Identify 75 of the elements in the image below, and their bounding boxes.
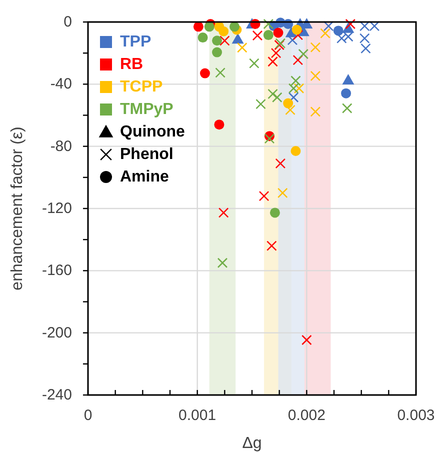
point [268, 56, 278, 67]
point [218, 26, 229, 36]
point [292, 54, 304, 66]
point [336, 33, 347, 44]
point [345, 18, 356, 30]
point [369, 20, 380, 32]
point [288, 92, 299, 103]
annotation: Phenol [120, 146, 174, 163]
point [252, 30, 263, 41]
point [230, 22, 240, 32]
point [302, 334, 312, 346]
y-tick-label: 0 [64, 14, 72, 30]
point [310, 70, 321, 82]
point [290, 146, 301, 156]
point [287, 34, 298, 46]
point [292, 30, 304, 40]
x-axis-title: Δg [242, 435, 262, 452]
point [333, 26, 344, 36]
annotation: TPP [120, 34, 152, 50]
y-tick-label: -40 [50, 76, 72, 93]
x-tick-label: 0 [84, 407, 92, 424]
point [310, 42, 321, 52]
point [264, 133, 275, 144]
x-tick-label: 0.003 [397, 407, 435, 424]
point [294, 83, 304, 94]
point [214, 120, 224, 130]
point [323, 20, 334, 32]
point [263, 30, 274, 40]
point [270, 48, 282, 58]
y-tick-label: -160 [42, 262, 72, 280]
point [292, 24, 302, 35]
point [273, 28, 284, 38]
point [232, 33, 244, 44]
point [283, 98, 294, 108]
point [341, 88, 352, 98]
annotation: Quinone [120, 124, 185, 140]
point [277, 188, 288, 198]
y-tick-label: -240 [42, 386, 72, 404]
point [204, 22, 214, 32]
point [275, 158, 286, 169]
annotation: Amine [120, 168, 169, 186]
annotation: RB [120, 56, 144, 73]
point [220, 36, 230, 46]
x-tick-label: 0.002 [288, 407, 326, 424]
point [343, 31, 354, 42]
annotation: TMPyP [120, 101, 174, 118]
point [217, 258, 228, 268]
point [285, 104, 296, 116]
point [193, 22, 204, 32]
y-tick-label: -200 [42, 324, 72, 342]
point [266, 240, 277, 251]
point [320, 28, 330, 38]
point [342, 103, 352, 114]
point [342, 74, 354, 84]
point [258, 190, 270, 202]
point [212, 47, 222, 58]
point [198, 32, 208, 43]
point [263, 18, 274, 30]
point [237, 42, 248, 53]
point [215, 68, 226, 78]
point [200, 68, 210, 78]
point [310, 106, 321, 117]
point [256, 98, 266, 110]
x-tick-label: 0.001 [178, 407, 216, 424]
y-tick-label: -80 [50, 138, 72, 155]
point [270, 208, 280, 218]
point [212, 36, 222, 46]
point [218, 208, 229, 218]
y-tick-label: -120 [42, 200, 72, 217]
point [298, 48, 309, 60]
point [249, 58, 260, 68]
annotation: TCPP [120, 78, 163, 96]
point [272, 92, 282, 103]
y-axis-title: enhancement factor (ε) [9, 126, 26, 290]
point [268, 88, 278, 100]
